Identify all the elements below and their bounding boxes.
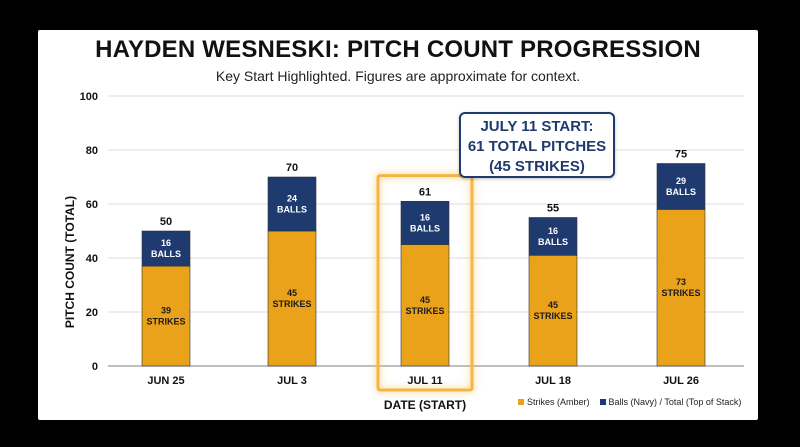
- chart-subtitle: Key Start Highlighted. Figures are appro…: [215, 68, 581, 84]
- bar-balls: [141, 230, 191, 267]
- y-tick-label: 0: [92, 361, 98, 373]
- chart-title: HAYDEN WESNESKI: PITCH COUNT PROGRESSION: [95, 36, 701, 63]
- strikes-data-label: 45 STRIKES: [533, 300, 572, 321]
- bar-strikes: [400, 244, 450, 367]
- total-data-label: 55: [547, 203, 559, 215]
- strikes-data-label: 73 STRIKES: [661, 277, 700, 298]
- legend-item-strikes: Strikes (Amber): [518, 397, 590, 407]
- x-tick-label: JUL 26: [663, 375, 699, 387]
- bar-balls: [267, 176, 317, 232]
- total-data-label: 50: [160, 216, 172, 228]
- legend-swatch-balls: [599, 399, 606, 405]
- bar-strikes: [528, 255, 578, 367]
- total-data-label: 75: [675, 149, 687, 161]
- bar-balls: [528, 217, 578, 256]
- total-data-label: 70: [286, 162, 298, 174]
- highlight-callout: JULY 11 START: 61 TOTAL PITCHES (45 STRI…: [459, 112, 615, 178]
- x-axis-label: DATE (START): [384, 398, 466, 412]
- bar-balls: [656, 163, 706, 210]
- y-tick-label: 60: [86, 199, 98, 211]
- chart-legend: Strikes (Amber) Balls (Navy) / Total (To…: [518, 397, 741, 407]
- chart-card: HAYDEN WESNESKI: PITCH COUNT PROGRESSION…: [38, 30, 758, 420]
- highlight-frame: [376, 174, 474, 392]
- callout-line-1: JULY 11 START:: [480, 118, 594, 135]
- callout-line-3: (45 STRIKES): [489, 158, 585, 175]
- x-tick-label: JUL 11: [407, 375, 442, 387]
- strikes-data-label: 45 STRIKES: [272, 288, 311, 309]
- balls-data-label: 16 BALLS: [538, 226, 568, 247]
- x-tick-label: JUL 18: [535, 375, 571, 387]
- legend-label-strikes: Strikes (Amber): [527, 397, 590, 407]
- y-tick-label: 40: [86, 253, 98, 265]
- callout-line-2: 61 TOTAL PITCHES: [467, 138, 607, 155]
- y-tick-label: 20: [86, 307, 98, 319]
- strikes-data-label: 39 STRIKES: [146, 306, 185, 327]
- balls-data-label: 16 BALLS: [151, 238, 181, 259]
- bar-strikes: [141, 265, 191, 367]
- legend-label-balls: Balls (Navy) / Total (Top of Stack): [608, 397, 742, 407]
- x-tick-label: JUN 25: [147, 375, 184, 387]
- balls-data-label: 16 BALLS: [410, 212, 440, 233]
- balls-data-label: 24 BALLS: [277, 194, 307, 215]
- strikes-data-label: 45 STRIKES: [405, 295, 444, 316]
- stacked-bar-chart: 0 20 40 60 80 100 39 STRIKES 16 BALLS 50 JUN 25 45 S…: [63, 91, 744, 412]
- legend-item-balls: Balls (Navy) / Total (Top of Stack): [599, 397, 742, 407]
- y-axis-label: PITCH COUNT (TOTAL): [63, 196, 77, 328]
- balls-data-label: 29 BALLS: [666, 176, 696, 197]
- x-tick-label: JUL 3: [277, 375, 307, 387]
- legend-swatch-strikes: [518, 399, 524, 405]
- y-tick-label: 100: [80, 91, 98, 103]
- y-tick-label: 80: [86, 145, 98, 157]
- total-data-label: 61: [419, 186, 431, 198]
- bar-balls: [400, 201, 450, 245]
